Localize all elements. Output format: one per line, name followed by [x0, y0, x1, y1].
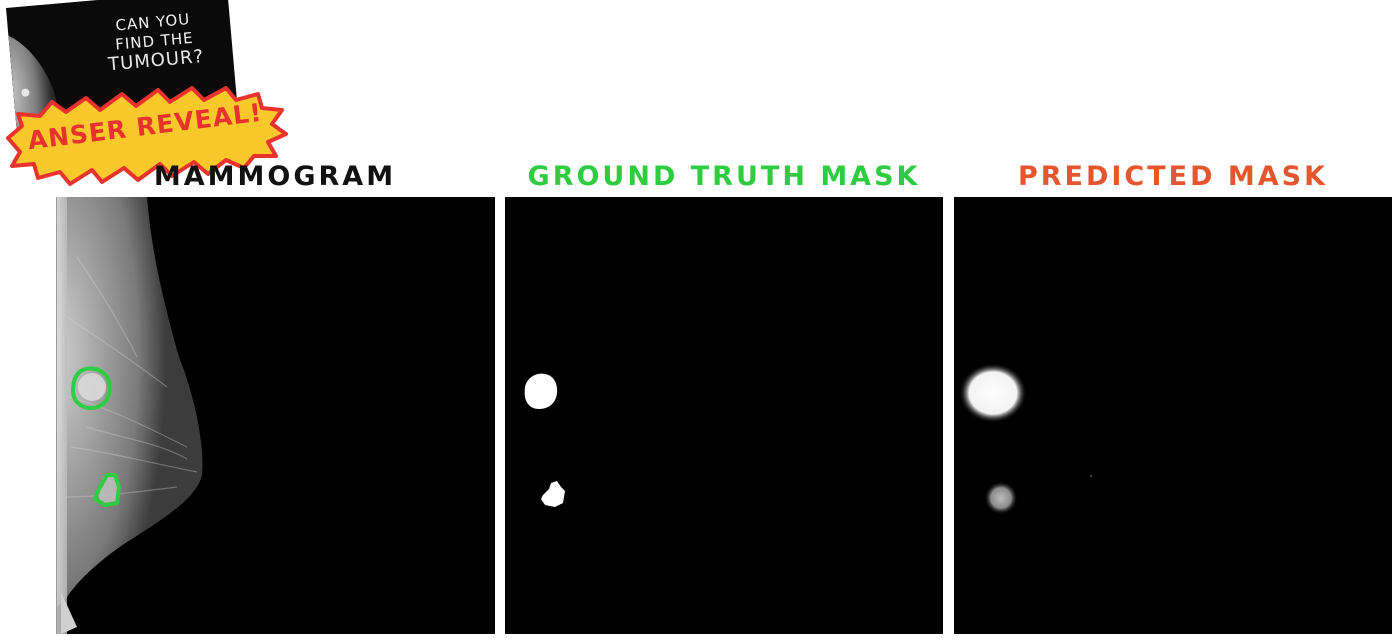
reveal-burst-shape: [6, 86, 288, 186]
ground-truth-mask-image: [505, 197, 943, 634]
prediction-region-lower: [984, 481, 1018, 515]
tumour-outline-upper: [70, 366, 112, 410]
answer-reveal-sticker: CAN YOU FIND THE TUMOUR? ANSER REVEAL!: [0, 0, 290, 192]
mammogram-image: [56, 197, 495, 634]
tumour-outline-lower: [93, 473, 121, 507]
predicted-mask-image: [954, 197, 1392, 634]
predicted-title: PREDICTED MASK: [1017, 161, 1329, 192]
quiz-text: CAN YOU FIND THE TUMOUR?: [77, 7, 231, 77]
ground-truth-title: GROUND TRUTH MASK: [527, 161, 921, 192]
mask-region-lower: [541, 481, 565, 507]
breast-tissue: [57, 197, 203, 607]
tissue-edge: [57, 197, 67, 634]
mammogram-title: MAMMOGRAM: [153, 161, 397, 192]
prediction-region-upper: [959, 363, 1027, 423]
mask-region-upper: [524, 373, 558, 409]
